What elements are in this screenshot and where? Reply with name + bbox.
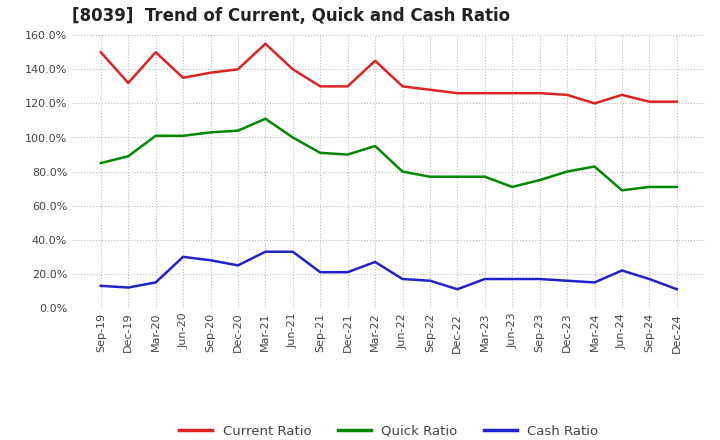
Quick Ratio: [618, 188, 626, 193]
Cash Ratio: [590, 280, 599, 285]
Current Ratio: [206, 70, 215, 75]
Current Ratio: [590, 101, 599, 106]
Quick Ratio: [261, 116, 270, 121]
Cash Ratio: [536, 276, 544, 282]
Quick Ratio: [426, 174, 434, 180]
Cash Ratio: [453, 286, 462, 292]
Current Ratio: [672, 99, 681, 104]
Current Ratio: [426, 87, 434, 92]
Cash Ratio: [261, 249, 270, 254]
Cash Ratio: [508, 276, 516, 282]
Line: Quick Ratio: Quick Ratio: [101, 119, 677, 191]
Quick Ratio: [179, 133, 187, 139]
Cash Ratio: [289, 249, 297, 254]
Current Ratio: [96, 50, 105, 55]
Current Ratio: [179, 75, 187, 81]
Cash Ratio: [179, 254, 187, 260]
Current Ratio: [563, 92, 572, 98]
Current Ratio: [343, 84, 352, 89]
Current Ratio: [645, 99, 654, 104]
Current Ratio: [508, 91, 516, 96]
Cash Ratio: [343, 270, 352, 275]
Cash Ratio: [151, 280, 160, 285]
Quick Ratio: [645, 184, 654, 190]
Quick Ratio: [124, 154, 132, 159]
Current Ratio: [536, 91, 544, 96]
Current Ratio: [151, 50, 160, 55]
Quick Ratio: [672, 184, 681, 190]
Quick Ratio: [590, 164, 599, 169]
Cash Ratio: [618, 268, 626, 273]
Cash Ratio: [398, 276, 407, 282]
Line: Current Ratio: Current Ratio: [101, 44, 677, 103]
Current Ratio: [398, 84, 407, 89]
Quick Ratio: [343, 152, 352, 157]
Line: Cash Ratio: Cash Ratio: [101, 252, 677, 289]
Quick Ratio: [289, 135, 297, 140]
Quick Ratio: [151, 133, 160, 139]
Current Ratio: [261, 41, 270, 46]
Current Ratio: [371, 58, 379, 63]
Current Ratio: [233, 66, 242, 72]
Text: [8039]  Trend of Current, Quick and Cash Ratio: [8039] Trend of Current, Quick and Cash …: [72, 7, 510, 26]
Current Ratio: [316, 84, 325, 89]
Cash Ratio: [672, 286, 681, 292]
Cash Ratio: [426, 278, 434, 283]
Legend: Current Ratio, Quick Ratio, Cash Ratio: Current Ratio, Quick Ratio, Cash Ratio: [174, 420, 604, 440]
Cash Ratio: [480, 276, 489, 282]
Quick Ratio: [398, 169, 407, 174]
Current Ratio: [124, 80, 132, 85]
Cash Ratio: [645, 276, 654, 282]
Cash Ratio: [233, 263, 242, 268]
Cash Ratio: [371, 259, 379, 264]
Quick Ratio: [536, 177, 544, 183]
Quick Ratio: [96, 161, 105, 166]
Current Ratio: [618, 92, 626, 98]
Quick Ratio: [508, 184, 516, 190]
Quick Ratio: [233, 128, 242, 133]
Current Ratio: [453, 91, 462, 96]
Cash Ratio: [316, 270, 325, 275]
Quick Ratio: [480, 174, 489, 180]
Cash Ratio: [96, 283, 105, 289]
Quick Ratio: [316, 150, 325, 155]
Cash Ratio: [563, 278, 572, 283]
Quick Ratio: [453, 174, 462, 180]
Quick Ratio: [371, 143, 379, 149]
Current Ratio: [480, 91, 489, 96]
Cash Ratio: [206, 258, 215, 263]
Quick Ratio: [206, 130, 215, 135]
Quick Ratio: [563, 169, 572, 174]
Current Ratio: [289, 66, 297, 72]
Cash Ratio: [124, 285, 132, 290]
